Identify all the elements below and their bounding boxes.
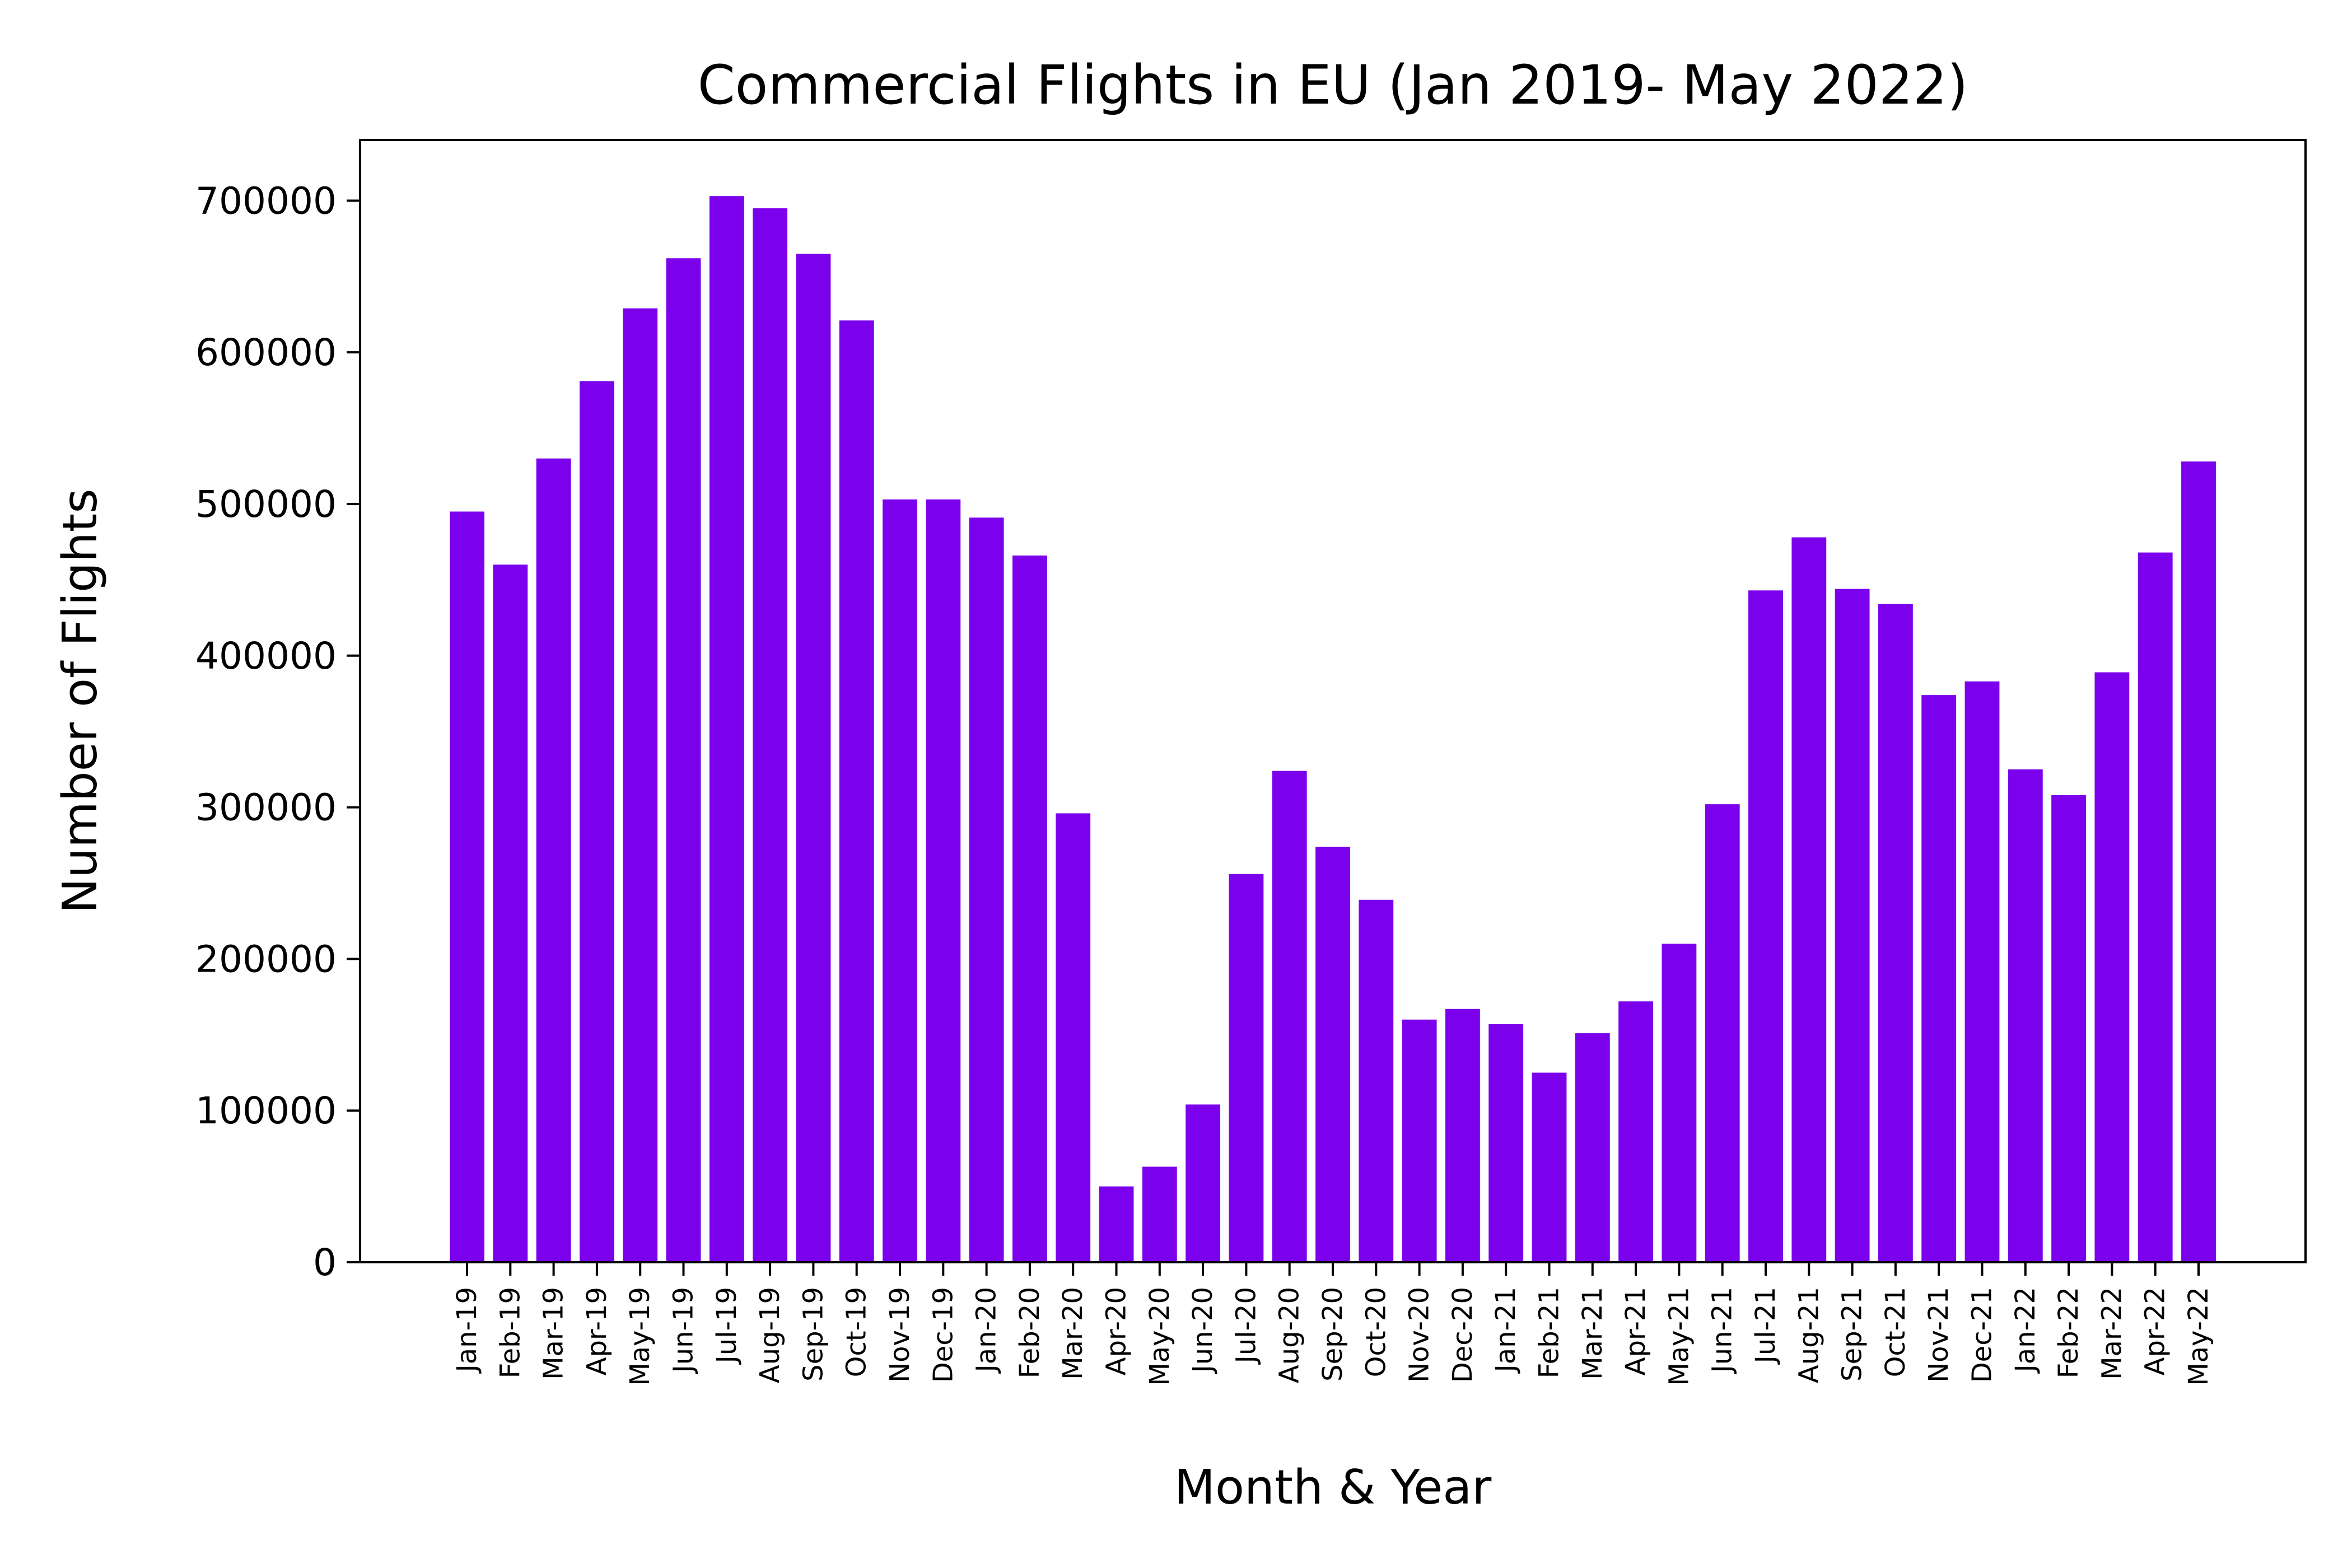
bar-Feb-19 bbox=[493, 564, 528, 1262]
x-tick-label: Aug-20 bbox=[1274, 1287, 1305, 1383]
x-tick-label: Aug-19 bbox=[754, 1287, 786, 1383]
x-tick-label: Jan-20 bbox=[971, 1287, 1002, 1374]
y-axis-ticks: 0 100000 200000 300000 400000 500000 600000 700… bbox=[195, 179, 360, 1284]
x-tick-label: Jun-20 bbox=[1187, 1287, 1219, 1374]
x-tick-label: Jul-21 bbox=[1750, 1287, 1781, 1365]
bar-Oct-19 bbox=[839, 320, 874, 1262]
bar-Aug-19 bbox=[753, 208, 788, 1262]
bar-Jan-20 bbox=[969, 517, 1004, 1262]
bar-May-21 bbox=[1662, 944, 1697, 1262]
bar-Feb-20 bbox=[1012, 556, 1047, 1262]
x-tick-label: Mar-19 bbox=[538, 1287, 570, 1380]
bar-May-22 bbox=[2181, 461, 2216, 1262]
x-tick-label: Nov-20 bbox=[1404, 1287, 1435, 1383]
bar-Jun-20 bbox=[1186, 1104, 1221, 1262]
x-tick-label: Jan-19 bbox=[451, 1287, 483, 1374]
bar-Nov-20 bbox=[1402, 1019, 1437, 1262]
bar-Nov-21 bbox=[1921, 695, 1957, 1262]
bar-Apr-19 bbox=[579, 381, 614, 1262]
bar-Apr-20 bbox=[1099, 1186, 1134, 1262]
bar-Feb-21 bbox=[1532, 1072, 1567, 1262]
x-tick-label: Mar-22 bbox=[2096, 1287, 2127, 1380]
bar-Oct-21 bbox=[1878, 604, 1913, 1262]
bar-Aug-21 bbox=[1791, 537, 1827, 1262]
bar-Jul-21 bbox=[1748, 590, 1783, 1262]
x-tick-label: Nov-21 bbox=[1923, 1287, 1954, 1383]
bar-Oct-20 bbox=[1359, 899, 1394, 1262]
bar-Jul-20 bbox=[1229, 874, 1264, 1262]
plot-frame bbox=[359, 139, 2307, 1263]
bar-Apr-22 bbox=[2138, 552, 2173, 1262]
x-tick-label: Feb-20 bbox=[1014, 1287, 1046, 1378]
bar-Mar-22 bbox=[2094, 672, 2130, 1262]
x-tick-label: Oct-20 bbox=[1360, 1287, 1392, 1377]
y-tick-label: 400000 bbox=[195, 634, 337, 678]
bar-Mar-19 bbox=[536, 458, 571, 1263]
y-tick-label: 200000 bbox=[195, 937, 337, 981]
x-tick-label: Dec-19 bbox=[927, 1287, 959, 1383]
x-tick-label: Jan-22 bbox=[2010, 1287, 2041, 1374]
x-axis-label: Month & Year bbox=[1174, 1460, 1492, 1515]
x-tick-label: Sep-21 bbox=[1837, 1287, 1868, 1382]
x-tick-label: Jan-21 bbox=[1490, 1287, 1522, 1374]
x-tick-label: Apr-21 bbox=[1620, 1287, 1651, 1375]
y-tick-label: 100000 bbox=[195, 1089, 337, 1132]
x-tick-label: May-21 bbox=[1663, 1287, 1695, 1386]
x-tick-label: Jun-19 bbox=[668, 1287, 699, 1374]
bar-Jan-21 bbox=[1488, 1024, 1524, 1262]
bar-Feb-22 bbox=[2051, 795, 2087, 1262]
bar-Jun-19 bbox=[666, 258, 701, 1263]
bar-Jan-22 bbox=[2008, 769, 2043, 1262]
bar-Mar-20 bbox=[1056, 813, 1091, 1262]
x-tick-label: Jul-19 bbox=[711, 1287, 743, 1365]
chart-title: Commercial Flights in EU (Jan 2019- May … bbox=[698, 54, 1968, 116]
x-tick-label: Feb-19 bbox=[494, 1287, 526, 1378]
bars-group bbox=[450, 196, 2216, 1263]
x-tick-label: May-22 bbox=[2183, 1287, 2214, 1386]
y-tick-label: 300000 bbox=[195, 786, 337, 829]
x-tick-label: Apr-22 bbox=[2140, 1287, 2171, 1375]
bar-Mar-21 bbox=[1575, 1033, 1610, 1262]
x-tick-label: Jun-21 bbox=[1707, 1287, 1738, 1374]
x-tick-label: Apr-19 bbox=[581, 1287, 613, 1375]
x-tick-label: Feb-22 bbox=[2053, 1287, 2084, 1378]
bar-Nov-19 bbox=[883, 499, 917, 1262]
bar-Dec-19 bbox=[926, 499, 961, 1262]
x-tick-label: Jul-20 bbox=[1230, 1287, 1262, 1365]
x-tick-label: Dec-21 bbox=[1967, 1287, 1998, 1383]
bar-Apr-21 bbox=[1618, 1001, 1654, 1262]
x-tick-label: May-20 bbox=[1144, 1287, 1175, 1386]
y-tick-label: 700000 bbox=[195, 179, 337, 222]
y-tick-label: 500000 bbox=[195, 483, 337, 526]
x-tick-label: Mar-20 bbox=[1057, 1287, 1089, 1380]
bar-Sep-20 bbox=[1315, 846, 1350, 1262]
y-tick-label: 0 bbox=[313, 1241, 337, 1284]
x-axis-ticks: Jan-19 Feb-19 Mar-19 Apr-19 May-19 Jun-19 Jul-… bbox=[451, 1262, 2214, 1386]
bar-May-19 bbox=[623, 308, 658, 1262]
bar-Sep-21 bbox=[1835, 589, 1870, 1262]
y-axis-label: Number of Flights bbox=[53, 489, 108, 914]
bar-May-20 bbox=[1142, 1166, 1177, 1262]
bar-Jan-19 bbox=[450, 511, 484, 1262]
x-tick-label: Dec-20 bbox=[1447, 1287, 1478, 1383]
x-tick-label: Feb-21 bbox=[1534, 1287, 1565, 1378]
x-tick-label: Nov-19 bbox=[884, 1287, 916, 1383]
y-tick-label: 600000 bbox=[195, 331, 337, 374]
bar-Jul-19 bbox=[709, 196, 744, 1263]
x-tick-label: Sep-20 bbox=[1317, 1287, 1348, 1382]
x-tick-label: Oct-21 bbox=[1880, 1287, 1911, 1377]
bar-Aug-20 bbox=[1272, 771, 1307, 1262]
x-tick-label: Mar-21 bbox=[1577, 1287, 1608, 1380]
x-tick-label: May-19 bbox=[624, 1287, 656, 1386]
x-tick-label: Apr-20 bbox=[1101, 1287, 1132, 1375]
bar-Sep-19 bbox=[796, 254, 831, 1262]
x-tick-label: Oct-19 bbox=[841, 1287, 872, 1377]
x-tick-label: Aug-21 bbox=[1793, 1287, 1824, 1383]
x-tick-label: Sep-19 bbox=[797, 1287, 829, 1382]
bar-Dec-21 bbox=[1964, 681, 2000, 1262]
bar-Dec-20 bbox=[1445, 1009, 1480, 1262]
bar-Jun-21 bbox=[1705, 804, 1740, 1262]
